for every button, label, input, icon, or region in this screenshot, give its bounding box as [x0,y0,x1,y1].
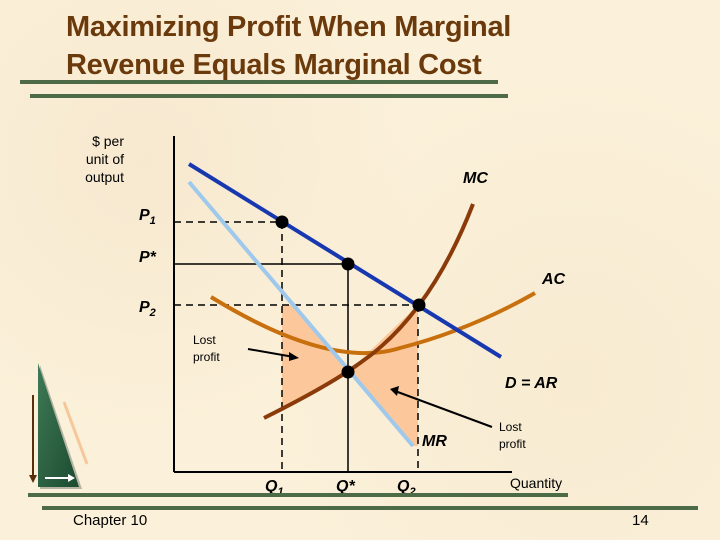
p1-label: P1 [139,207,156,227]
y-axis-label-line2: unit of [86,151,124,167]
point-p1 [275,215,289,229]
y-axis-label-line1: $ per [92,133,124,149]
lost-profit-arrow-left [247,348,295,358]
title-rule-upper [20,80,498,84]
mr-curve [187,180,415,448]
decorative-triangle-logo [29,363,89,489]
mr-label: MR [422,433,447,450]
q2-label: Q2 [397,478,416,498]
chapter-label: Chapter 10 [73,512,148,529]
p2-label: P2 [139,299,156,319]
lost-profit-right-line2: profit [499,437,526,451]
qstar-label: Q* [336,478,355,495]
arrowhead-right-icon [390,386,399,396]
quantity-label: Quantity [510,475,562,491]
lost-profit-arrow-right [394,390,493,428]
lost-profit-left-line1: Lost [193,333,216,347]
pstar-label: P* [139,249,157,266]
point-pstar [341,257,355,271]
title-rule-lower [30,94,508,98]
mc-label: MC [463,170,488,187]
footer-rule-upper [28,493,568,497]
y-axis-label-line3: output [85,169,124,185]
footer-rule-lower [42,506,698,510]
arrowhead-left-icon [289,352,299,361]
slide-title-line2: Revenue Equals Marginal Cost [66,49,482,81]
lost-profit-area-right [348,305,418,446]
q1-label: Q1 [265,478,284,498]
point-mr-equals-mc [341,365,355,379]
lost-profit-area-left [282,305,348,410]
ac-label: AC [541,271,566,288]
slide-title: Maximizing Profit When Marginal Revenue … [66,8,511,84]
lost-profit-right-line1: Lost [499,420,522,434]
lost-profit-left-line2: profit [193,350,220,364]
slide-title-line1: Maximizing Profit When Marginal [66,11,512,43]
mc-curve [263,203,475,420]
page-number: 14 [632,512,649,529]
demand-label: D = AR [505,375,558,392]
ac-curve [209,291,536,355]
point-p2 [412,298,426,312]
